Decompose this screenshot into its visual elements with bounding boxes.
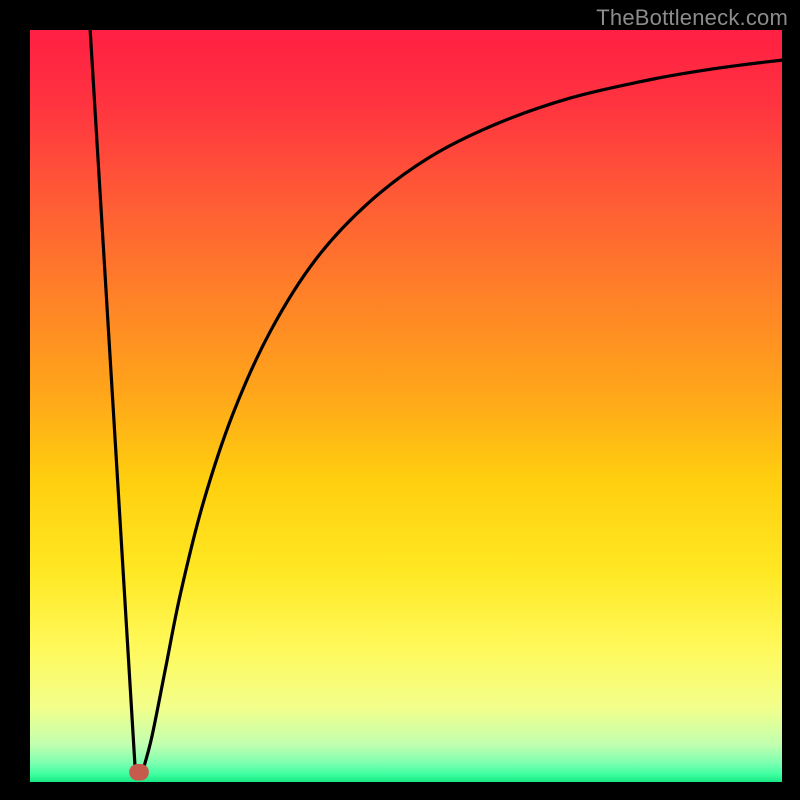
gradient-background <box>30 30 782 782</box>
plot-svg <box>30 30 782 782</box>
optimum-marker <box>129 764 149 781</box>
figure-root: TheBottleneck.com <box>0 0 800 800</box>
plot-area <box>30 30 782 782</box>
watermark-text: TheBottleneck.com <box>596 5 788 31</box>
